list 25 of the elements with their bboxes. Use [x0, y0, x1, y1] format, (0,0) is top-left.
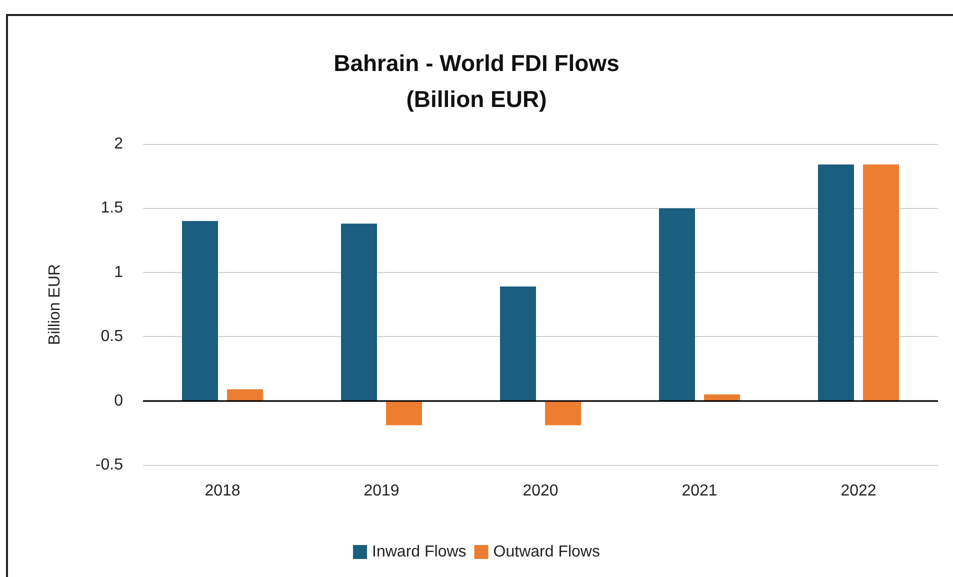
legend-label: Outward Flows [493, 544, 600, 560]
y-tick-label: 0.5 [100, 328, 124, 346]
y-axis-title: Billion EUR [46, 264, 64, 345]
legend-label: Inward Flows [372, 544, 466, 560]
bar [227, 389, 263, 401]
bar [341, 224, 377, 401]
y-tick-label: 1.5 [100, 200, 124, 217]
y-tick-label: 0 [114, 392, 124, 410]
bar [659, 208, 695, 401]
x-tick-label: 2019 [364, 482, 400, 500]
bar [500, 286, 536, 401]
x-tick-label: 2018 [204, 482, 240, 500]
x-tick-label: 2022 [840, 482, 876, 500]
bar [704, 394, 740, 401]
bar [863, 164, 899, 401]
y-tick-label: 2 [114, 136, 124, 152]
x-tick-label: 2020 [522, 482, 558, 500]
y-tick-label: -0.5 [95, 456, 124, 474]
chart-title: Bahrain - World FDI Flows (Billion EUR) [334, 50, 620, 112]
bar [545, 400, 581, 426]
x-tick-label: 2021 [682, 482, 718, 500]
bar [182, 221, 218, 401]
y-tick-label: 1 [114, 264, 124, 281]
bar [818, 164, 854, 401]
bar [386, 400, 422, 426]
